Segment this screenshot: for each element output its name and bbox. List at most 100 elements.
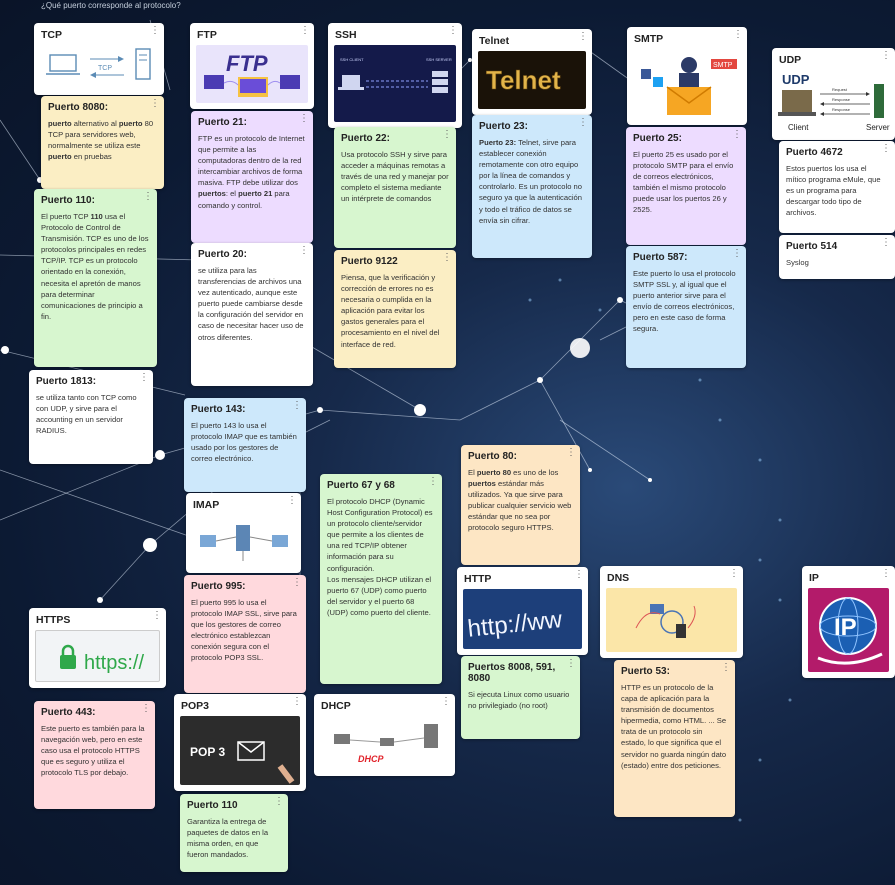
more-options-icon[interactable]: ⋮: [881, 50, 891, 61]
more-options-icon[interactable]: ⋮: [141, 703, 151, 714]
udp-pic-label: UDP: [782, 72, 810, 87]
more-options-icon[interactable]: ⋮: [143, 191, 153, 202]
note-puerto-20[interactable]: ⋮ Puerto 20: se utiliza para las transfe…: [191, 243, 313, 386]
more-options-icon[interactable]: ⋮: [299, 113, 309, 124]
header-card-ftp[interactable]: FTP ⋮ FTP: [190, 23, 314, 109]
header-card-imap[interactable]: IMAP ⋮: [186, 493, 301, 573]
header-card-https[interactable]: HTTPS ⋮ https://: [29, 608, 166, 688]
more-options-icon[interactable]: ⋮: [292, 400, 302, 411]
note-body: Puerto 23: Telnet, sirve para establecer…: [479, 138, 583, 225]
note-puerto-143[interactable]: ⋮ Puerto 143: El puerto 143 lo usa el pr…: [184, 398, 306, 492]
note-puerto-80[interactable]: ⋮ Puerto 80: El puerto 80 es uno de los …: [461, 445, 580, 565]
more-options-icon[interactable]: ⋮: [428, 476, 438, 487]
note-title: Puerto 110:: [41, 195, 95, 206]
more-options-icon[interactable]: ⋮: [150, 25, 160, 36]
header-title: POP3: [181, 700, 210, 712]
header-card-udp[interactable]: UDP ⋮ UDP Client Server Request Response…: [772, 48, 895, 140]
note-title: Puerto 67 y 68: [327, 480, 395, 491]
note-body: HTTP es un protocolo de la capa de aplic…: [621, 683, 727, 770]
tcp-illustration: TCP: [40, 45, 158, 89]
note-puerto-443[interactable]: ⋮ Puerto 443: Este puerto es también par…: [34, 701, 155, 809]
note-puerto-9122[interactable]: ⋮ Puerto 9122 Piensa, que la verificació…: [334, 250, 456, 368]
telnet-illustration: Telnet: [478, 51, 586, 109]
header-card-telnet[interactable]: Telnet ⋮ Telnet: [472, 29, 592, 115]
more-options-icon[interactable]: ⋮: [881, 568, 891, 579]
note-puerto-514[interactable]: ⋮ Puerto 514 Syslog: [779, 235, 895, 279]
dns-illustration: [606, 588, 737, 652]
header-title: SMTP: [634, 33, 664, 45]
header-title: HTTPS: [36, 614, 71, 626]
header-title: DNS: [607, 572, 630, 584]
note-body: Este puerto es también para la navegació…: [41, 724, 145, 778]
note-puerto-25[interactable]: ⋮ Puerto 25: El puerto 25 es usado por e…: [626, 127, 746, 245]
more-options-icon[interactable]: ⋮: [732, 248, 742, 259]
more-options-icon[interactable]: ⋮: [292, 577, 302, 588]
pop3-illustration: POP 3: [180, 716, 300, 785]
more-options-icon[interactable]: ⋮: [732, 129, 742, 140]
more-options-icon[interactable]: ⋮: [733, 29, 743, 40]
note-title: Puerto 995:: [191, 581, 246, 592]
header-card-dhcp[interactable]: DHCP ⋮ DHCP: [314, 694, 455, 776]
more-options-icon[interactable]: ⋮: [442, 252, 452, 263]
more-options-icon[interactable]: ⋮: [442, 129, 452, 140]
more-options-icon[interactable]: ⋮: [448, 25, 458, 36]
header-card-tcp[interactable]: TCP ⋮ TCP: [34, 23, 164, 95]
note-puerto-110-tcp[interactable]: ⋮ Puerto 110: El puerto TCP 110 usa el P…: [34, 189, 157, 367]
telnet-pic-label: Telnet: [486, 65, 561, 95]
header-card-http[interactable]: HTTP ⋮ http://ww: [457, 567, 588, 655]
more-options-icon[interactable]: ⋮: [287, 495, 297, 506]
more-options-icon[interactable]: ⋮: [152, 610, 162, 621]
more-options-icon[interactable]: ⋮: [566, 447, 576, 458]
header-card-smtp[interactable]: SMTP ⋮ SMTP: [627, 27, 747, 125]
header-title: UDP: [779, 54, 802, 66]
note-puerto-4672[interactable]: ⋮ Puerto 4672 Estos puertos los usa el m…: [779, 141, 895, 233]
more-options-icon[interactable]: ⋮: [139, 372, 149, 383]
udp-response-label-1: Response: [832, 97, 851, 102]
note-puerto-1813[interactable]: ⋮ Puerto 1813: se utiliza tanto con TCP …: [29, 370, 153, 464]
ftp-illustration: FTP: [196, 45, 308, 103]
ssh-illustration: SSH CLIENT SSH SERVER: [334, 45, 456, 122]
note-title: Puerto 143:: [191, 404, 246, 415]
note-puerto-995[interactable]: ⋮ Puerto 995: El puerto 995 lo usa el pr…: [184, 575, 306, 693]
more-options-icon[interactable]: ⋮: [299, 245, 309, 256]
note-puerto-8080[interactable]: ⋮ Puerto 8080: puerto alternativo al pue…: [41, 96, 164, 189]
udp-server-label: Server: [866, 123, 890, 132]
more-options-icon[interactable]: ⋮: [300, 25, 310, 36]
header-card-ssh[interactable]: SSH ⋮ SSH CLIENT SSH SERVER: [328, 23, 462, 128]
note-body: Si ejecuta Linux como usuario no privile…: [468, 690, 570, 711]
more-options-icon[interactable]: ⋮: [566, 658, 576, 669]
header-card-ip[interactable]: IP ⋮ IP: [802, 566, 895, 678]
note-puerto-587[interactable]: ⋮ Puerto 587: Este puerto lo usa el prot…: [626, 246, 746, 368]
header-card-pop3[interactable]: POP3 ⋮ POP 3: [174, 694, 306, 791]
more-options-icon[interactable]: ⋮: [150, 98, 160, 109]
note-puerto-21[interactable]: ⋮ Puerto 21: FTP es un protocolo de Inte…: [191, 111, 313, 243]
udp-client-label: Client: [788, 123, 809, 132]
smtp-pic-label: SMTP: [713, 62, 733, 69]
note-puerto-23[interactable]: ⋮ Puerto 23: Puerto 23: Telnet, sirve pa…: [472, 115, 592, 258]
more-options-icon[interactable]: ⋮: [578, 117, 588, 128]
note-puerto-110-pop3[interactable]: ⋮ Puerto 110 Garantiza la entrega de paq…: [180, 794, 288, 872]
more-options-icon[interactable]: ⋮: [574, 569, 584, 580]
more-options-icon[interactable]: ⋮: [578, 31, 588, 42]
note-body: Este puerto lo usa el protocolo SMTP SSL…: [633, 269, 736, 334]
note-title: Puerto 9122: [341, 256, 398, 267]
header-card-dns[interactable]: DNS ⋮: [600, 566, 743, 658]
note-puerto-67-68[interactable]: ⋮ Puerto 67 y 68 El protocolo DHCP (Dyna…: [320, 474, 442, 684]
note-puerto-22[interactable]: ⋮ Puerto 22: Usa protocolo SSH y sirve p…: [334, 127, 456, 248]
note-puertos-8008-591-8080[interactable]: ⋮ Puertos 8008, 591, 8080 Si ejecuta Lin…: [461, 656, 580, 739]
more-options-icon[interactable]: ⋮: [721, 662, 731, 673]
note-body: Garantiza la entrega de paquetes de dato…: [187, 817, 269, 860]
note-puerto-53[interactable]: ⋮ Puerto 53: HTTP es un protocolo de la …: [614, 660, 735, 817]
more-options-icon[interactable]: ⋮: [441, 696, 451, 707]
more-options-icon[interactable]: ⋮: [292, 696, 302, 707]
note-title: Puerto 4672: [786, 147, 843, 158]
ssh-client-label: SSH CLIENT: [340, 57, 364, 62]
https-pic-label: https://: [84, 652, 144, 674]
note-body: puerto alternativo al puerto 80 TCP para…: [48, 119, 154, 162]
note-body: FTP es un protocolo de Internet que perm…: [198, 134, 305, 210]
more-options-icon[interactable]: ⋮: [881, 143, 891, 154]
more-options-icon[interactable]: ⋮: [274, 796, 284, 807]
note-title: Puerto 25:: [633, 133, 682, 144]
more-options-icon[interactable]: ⋮: [729, 568, 739, 579]
more-options-icon[interactable]: ⋮: [881, 237, 891, 248]
